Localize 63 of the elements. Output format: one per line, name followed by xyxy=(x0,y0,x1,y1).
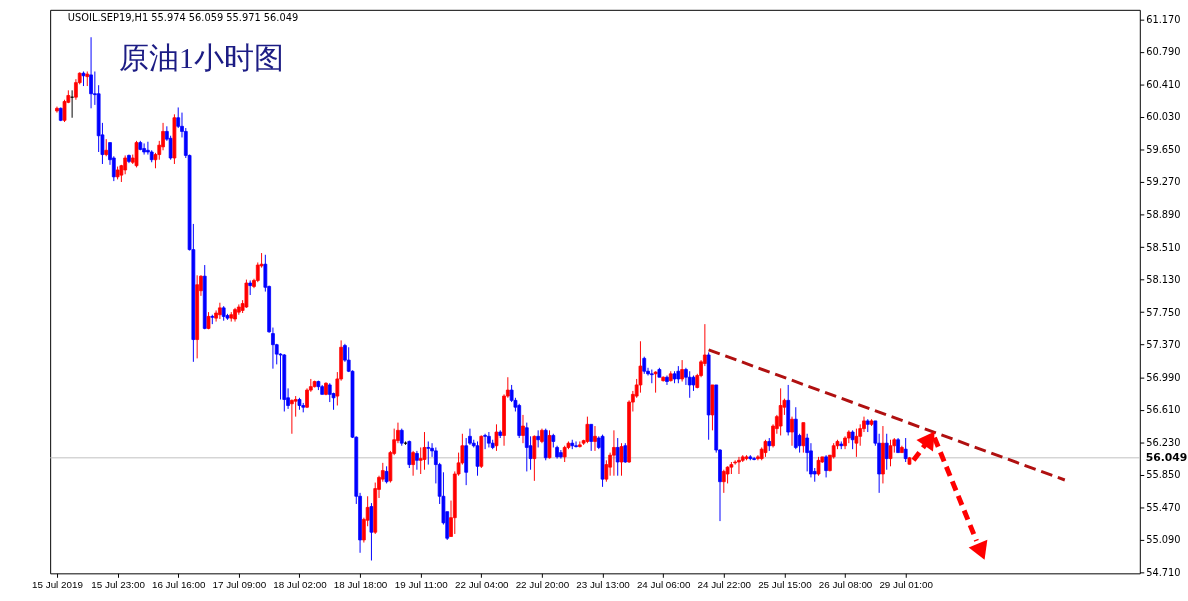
candlestick xyxy=(415,450,419,471)
candlestick xyxy=(89,36,93,109)
x-tick-label: 25 Jul 15:00 xyxy=(758,578,813,590)
y-tick-label: 56.610 xyxy=(1146,404,1181,416)
candlestick xyxy=(801,422,806,454)
y-tick-label: 56.230 xyxy=(1146,436,1181,448)
candlestick xyxy=(426,440,431,466)
candlestick xyxy=(407,440,412,469)
annotation: USOIL.SEP19,H1 55.974 56.059 55.971 56.049 xyxy=(67,11,299,23)
text: 原油1小时图 xyxy=(119,41,284,74)
candlestick xyxy=(612,429,616,477)
y-tick-label: 59.270 xyxy=(1146,176,1181,188)
candlestick xyxy=(824,454,828,478)
x-tick-label: 15 Jul 2019 xyxy=(32,578,83,590)
x-tick-label: 23 Jul 13:00 xyxy=(576,578,631,590)
candlestick xyxy=(524,422,529,472)
candlestick xyxy=(623,442,628,464)
x-tick-label: 15 Jul 23:00 xyxy=(91,578,146,590)
candlestick xyxy=(290,399,294,435)
y-tick-label: 58.130 xyxy=(1146,274,1181,286)
y-tick-label: 55.090 xyxy=(1146,534,1181,546)
y-tick-label: 57.750 xyxy=(1146,306,1181,318)
y-tick-label: 61.170 xyxy=(1146,13,1181,25)
y-tick-label: 59.650 xyxy=(1146,143,1181,155)
y-tick-label: 58.510 xyxy=(1146,241,1181,253)
candlestick xyxy=(574,440,578,448)
x-tick-label: 22 Jul 04:00 xyxy=(455,578,510,590)
x-tick-label: 18 Jul 18:00 xyxy=(333,578,388,590)
x-tick-label: 29 Jul 01:00 xyxy=(879,578,934,590)
y-tick-label: 60.410 xyxy=(1146,78,1181,90)
y-tick-label: 60.030 xyxy=(1146,111,1181,123)
candlestick xyxy=(721,469,726,494)
y-tick-label: 56.990 xyxy=(1146,371,1181,383)
x-tick-label: 24 Jul 22:00 xyxy=(697,578,752,590)
candlestick xyxy=(142,142,146,156)
y-tick-label: 55.850 xyxy=(1146,469,1181,481)
x-tick-label: 24 Jul 06:00 xyxy=(636,578,691,590)
candlestick xyxy=(680,359,684,382)
y-tick-label: 58.890 xyxy=(1146,208,1181,220)
x-tick-label: 16 Jul 16:00 xyxy=(151,578,207,590)
y-tick-label: 54.710 xyxy=(1146,566,1181,578)
candlestick xyxy=(422,431,427,471)
candlestick xyxy=(854,428,859,458)
candlestick xyxy=(521,414,525,444)
y-tick-label: 55.470 xyxy=(1146,501,1181,513)
y-tick-label: 57.370 xyxy=(1146,339,1181,351)
x-tick-label: 26 Jul 08:00 xyxy=(818,578,873,590)
candlestick xyxy=(790,416,794,447)
candlestick xyxy=(532,434,537,482)
x-tick-label: 19 Jul 11:00 xyxy=(394,578,449,590)
x-tick-label: 22 Jul 20:00 xyxy=(515,578,570,590)
candlestick xyxy=(619,442,624,477)
x-tick-label: 18 Jul 02:00 xyxy=(273,578,328,590)
candlestick xyxy=(487,431,491,448)
y-tick-label: 60.790 xyxy=(1146,46,1181,58)
candlestick xyxy=(483,433,487,450)
candlestick xyxy=(737,456,741,475)
candlestick xyxy=(218,302,222,320)
candlestick xyxy=(589,423,594,452)
ref-line-label: 56.049 xyxy=(1145,450,1188,464)
candlestick xyxy=(593,425,597,452)
candlestick xyxy=(411,450,415,477)
x-tick-label: 17 Jul 09:00 xyxy=(212,578,267,590)
